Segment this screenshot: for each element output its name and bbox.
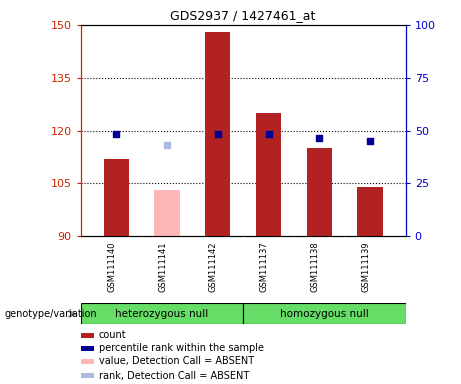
Point — [163, 142, 171, 148]
Text: value, Detection Call = ABSENT: value, Detection Call = ABSENT — [99, 356, 254, 366]
Text: GSM111139: GSM111139 — [361, 242, 370, 292]
Bar — [81, 333, 94, 338]
Point — [112, 131, 120, 137]
Point — [316, 134, 323, 141]
Text: percentile rank within the sample: percentile rank within the sample — [99, 343, 264, 353]
Text: GSM111142: GSM111142 — [209, 242, 218, 292]
Text: GSM111141: GSM111141 — [158, 242, 167, 292]
Bar — [243, 303, 406, 324]
Bar — [81, 346, 94, 351]
Text: count: count — [99, 330, 126, 340]
Bar — [256, 113, 281, 236]
Bar — [81, 359, 94, 364]
Bar — [154, 190, 180, 236]
Bar — [81, 373, 94, 378]
Bar — [81, 303, 243, 324]
Text: homozygous null: homozygous null — [280, 309, 369, 319]
Bar — [205, 32, 230, 236]
Point — [214, 131, 221, 137]
Text: GSM111140: GSM111140 — [107, 242, 116, 292]
Bar — [307, 148, 332, 236]
Text: rank, Detection Call = ABSENT: rank, Detection Call = ABSENT — [99, 371, 249, 381]
Text: heterozygous null: heterozygous null — [115, 309, 208, 319]
Text: GSM111137: GSM111137 — [260, 242, 269, 292]
Point — [366, 138, 374, 144]
Text: GSM111138: GSM111138 — [310, 242, 319, 292]
Bar — [357, 187, 383, 236]
Text: genotype/variation: genotype/variation — [5, 309, 97, 319]
Point — [265, 131, 272, 137]
Bar — [104, 159, 129, 236]
Title: GDS2937 / 1427461_at: GDS2937 / 1427461_at — [171, 9, 316, 22]
